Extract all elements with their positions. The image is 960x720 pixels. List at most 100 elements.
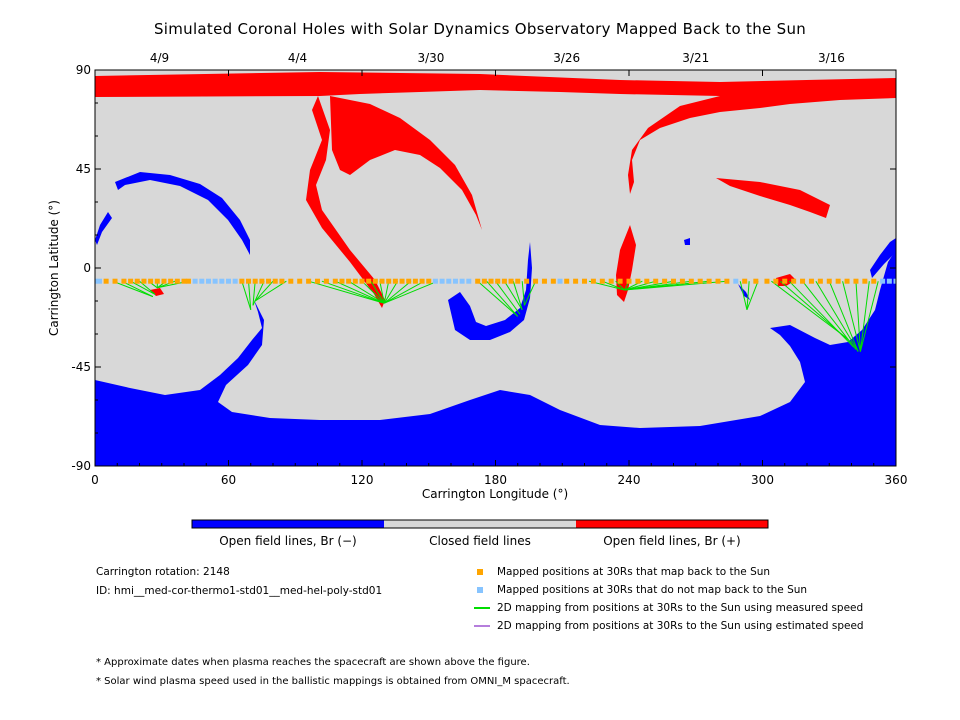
legend-mapped-label: Mapped positions at 30Rs that map back t… [497, 566, 771, 578]
mapped-point [715, 278, 721, 284]
unmapped-point [459, 278, 465, 284]
mapped-point [508, 278, 514, 284]
mapping-line [771, 280, 848, 339]
mapped-point [379, 278, 385, 284]
mapping-line [815, 280, 859, 352]
mapped-point [346, 278, 352, 284]
mapped-point [154, 278, 160, 284]
mapped-point [392, 278, 398, 284]
mapped-point [148, 278, 154, 284]
mapped-point [168, 278, 174, 284]
top-date-label: 3/30 [417, 51, 444, 65]
mapping-line [739, 281, 748, 310]
mapped-point [185, 278, 191, 284]
mapping-line [384, 280, 425, 304]
mapped-point [617, 278, 623, 284]
mapped-point [246, 278, 252, 284]
mapping-line [121, 280, 154, 298]
x-tick-label: 360 [885, 473, 908, 487]
mapped-point [181, 278, 187, 284]
footnote-dates: * Approximate dates when plasma reaches … [96, 657, 530, 668]
mapped-point [419, 278, 425, 284]
mapped-point [501, 278, 507, 284]
unmapped-point [219, 278, 225, 284]
mapped-point [753, 278, 759, 284]
mapping-line [370, 280, 385, 304]
y-tick-label: 90 [76, 63, 91, 77]
mapped-point [844, 278, 850, 284]
mapped-point [573, 278, 579, 284]
y-tick-label: 0 [83, 261, 91, 275]
mapped-point [174, 278, 180, 284]
mapped-point [323, 278, 329, 284]
mapped-point [533, 278, 539, 284]
legend-estimated-swatch [474, 625, 490, 627]
unmapped-point [733, 278, 739, 284]
mapping-line [384, 280, 438, 304]
mapping-line [383, 281, 390, 304]
top-date-label: 4/4 [288, 51, 307, 65]
mapped-point [524, 278, 530, 284]
model-id: ID: hmi__med-cor-thermo1-std01__med-hel-… [96, 585, 383, 597]
mapped-point [306, 278, 312, 284]
mapping-line [624, 280, 656, 291]
mapping-line [348, 280, 385, 304]
mapping-line [746, 281, 750, 310]
mapped-point [259, 278, 265, 284]
mapping-line [855, 281, 861, 352]
mapped-point [252, 278, 258, 284]
footnote-speed: * Solar wind plasma speed used in the ba… [96, 676, 570, 687]
mapped-point [141, 278, 147, 284]
y-tick-label: 45 [76, 162, 91, 176]
mapped-point [128, 278, 134, 284]
positive-hole-sheet [330, 96, 482, 230]
mapping-line [802, 280, 857, 350]
top-date-label: 4/9 [150, 51, 169, 65]
top-date-label: 3/21 [682, 51, 709, 65]
mapping-line [495, 280, 521, 315]
y-tick-label: -45 [71, 360, 91, 374]
mapped-point [582, 278, 587, 284]
mapped-point [495, 278, 501, 284]
mapping-line [602, 280, 625, 291]
colorbar-frame [191, 519, 769, 529]
mapped-point [481, 278, 487, 284]
mapped-point [297, 278, 303, 284]
mapped-point [653, 278, 659, 284]
mapped-point [332, 278, 338, 284]
mapped-point [742, 278, 748, 284]
mapped-point [626, 278, 632, 284]
mapping-line [615, 280, 625, 291]
unmapped-point [232, 278, 238, 284]
mapping-line [859, 281, 870, 352]
mapped-point [706, 278, 712, 284]
positive-hole-lobe-west [306, 96, 385, 308]
carrington-rotation: Carrington rotation: 2148 [96, 566, 230, 578]
legend-measured-label: 2D mapping from positions at 30Rs to the… [497, 602, 864, 614]
mapping-line [842, 281, 861, 352]
legend-measured-swatch [474, 607, 490, 609]
mapped-point [161, 278, 167, 284]
mapped-point [644, 278, 650, 284]
negative-hole-central [448, 242, 532, 340]
unmapped-point [199, 278, 205, 284]
mapped-point [475, 278, 481, 284]
mapped-point [352, 278, 358, 284]
mapped-point [688, 278, 694, 284]
mapped-point [853, 278, 859, 284]
mapped-point [590, 278, 596, 284]
mapping-line [383, 280, 412, 304]
x-tick-label: 0 [91, 473, 99, 487]
mapped-point [800, 278, 806, 284]
mapped-point [366, 278, 372, 284]
chart-title: Simulated Coronal Holes with Solar Dynam… [153, 20, 807, 38]
mapped-point [372, 278, 378, 284]
mapped-point [339, 278, 345, 284]
unmapped-point [95, 278, 98, 284]
mapped-point [121, 278, 127, 284]
mapped-point [599, 278, 605, 284]
mapped-point [782, 278, 788, 284]
mapped-point [679, 278, 685, 284]
mapping-line [252, 280, 265, 306]
mapping-line [112, 280, 154, 298]
